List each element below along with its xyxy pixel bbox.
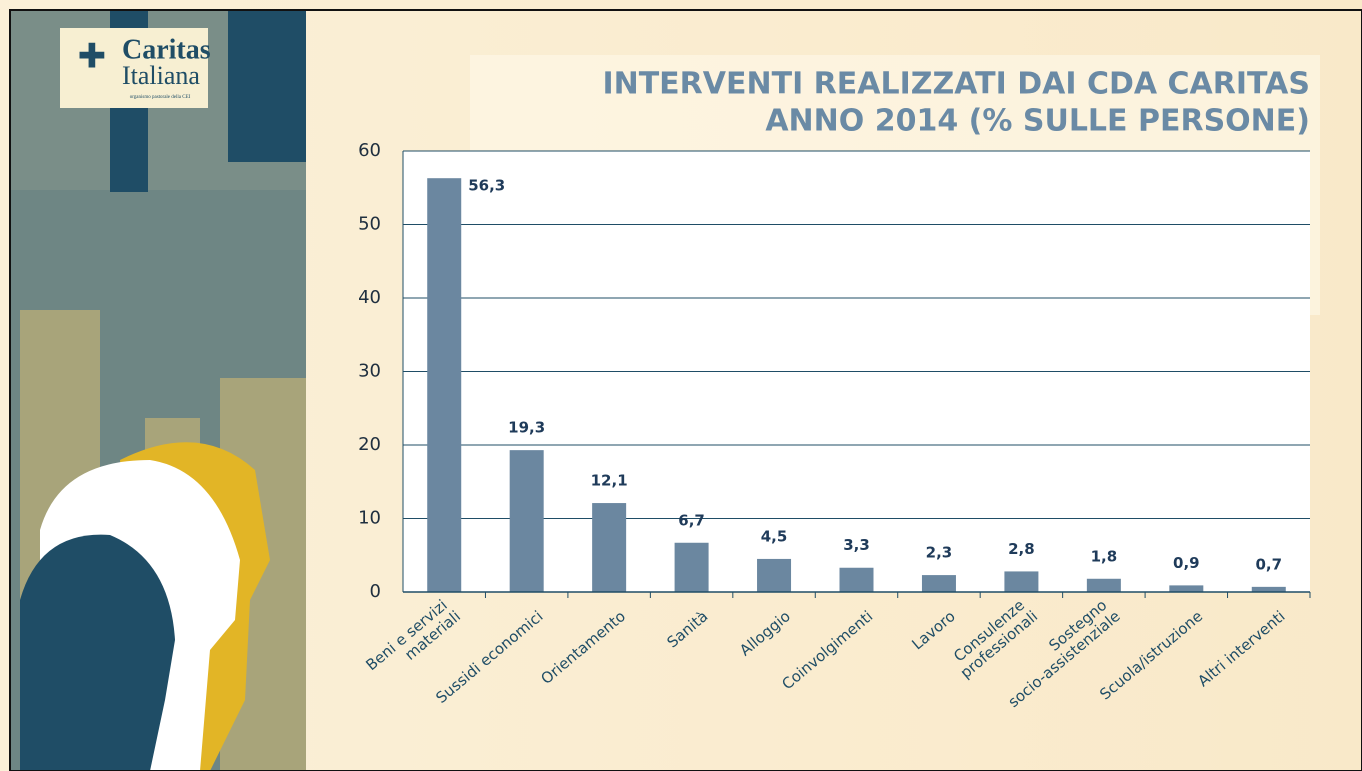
value-label: 3,3 xyxy=(843,536,870,554)
logo-icon: ✚ xyxy=(78,37,107,77)
y-tick-label: 10 xyxy=(358,508,381,529)
y-tick-label: 40 xyxy=(358,287,381,308)
bar xyxy=(1169,585,1204,592)
value-label: 1,8 xyxy=(1091,547,1118,565)
logo-name: Caritas xyxy=(122,34,211,65)
bar xyxy=(757,558,792,592)
bar xyxy=(1251,586,1286,592)
value-label: 0,7 xyxy=(1255,555,1282,573)
chart-title: ANNO 2014 (% SULLE PERSONE) xyxy=(765,104,1310,139)
y-tick-label: 20 xyxy=(358,434,381,455)
y-tick-label: 60 xyxy=(358,140,381,161)
value-label: 2,3 xyxy=(926,544,953,562)
logo-subname: Italiana xyxy=(122,61,200,90)
bar xyxy=(1004,571,1039,592)
logo: ✚ Caritas Italiana organismo pastorale d… xyxy=(60,28,211,108)
logo-tagline: organismo pastorale della CEI xyxy=(130,95,191,100)
value-label: 6,7 xyxy=(678,511,705,529)
y-tick-label: 50 xyxy=(358,214,381,235)
frame xyxy=(9,9,1362,771)
y-tick-label: 30 xyxy=(358,361,381,382)
bar xyxy=(592,503,627,592)
bar xyxy=(839,567,874,592)
bar xyxy=(509,450,544,592)
value-label: 19,3 xyxy=(508,419,545,437)
value-label: 2,8 xyxy=(1008,540,1035,558)
chart-title: INTERVENTI REALIZZATI DAI CDA CARITAS xyxy=(602,67,1310,102)
value-label: 0,9 xyxy=(1173,554,1200,572)
bar xyxy=(674,542,709,592)
value-label: 12,1 xyxy=(591,472,628,490)
bar xyxy=(1086,578,1121,592)
value-label: 56,3 xyxy=(468,177,505,195)
value-label: 4,5 xyxy=(761,527,788,545)
left-panel xyxy=(10,10,306,771)
bar xyxy=(427,178,462,592)
y-tick-label: 0 xyxy=(370,581,381,602)
bar xyxy=(921,575,956,592)
